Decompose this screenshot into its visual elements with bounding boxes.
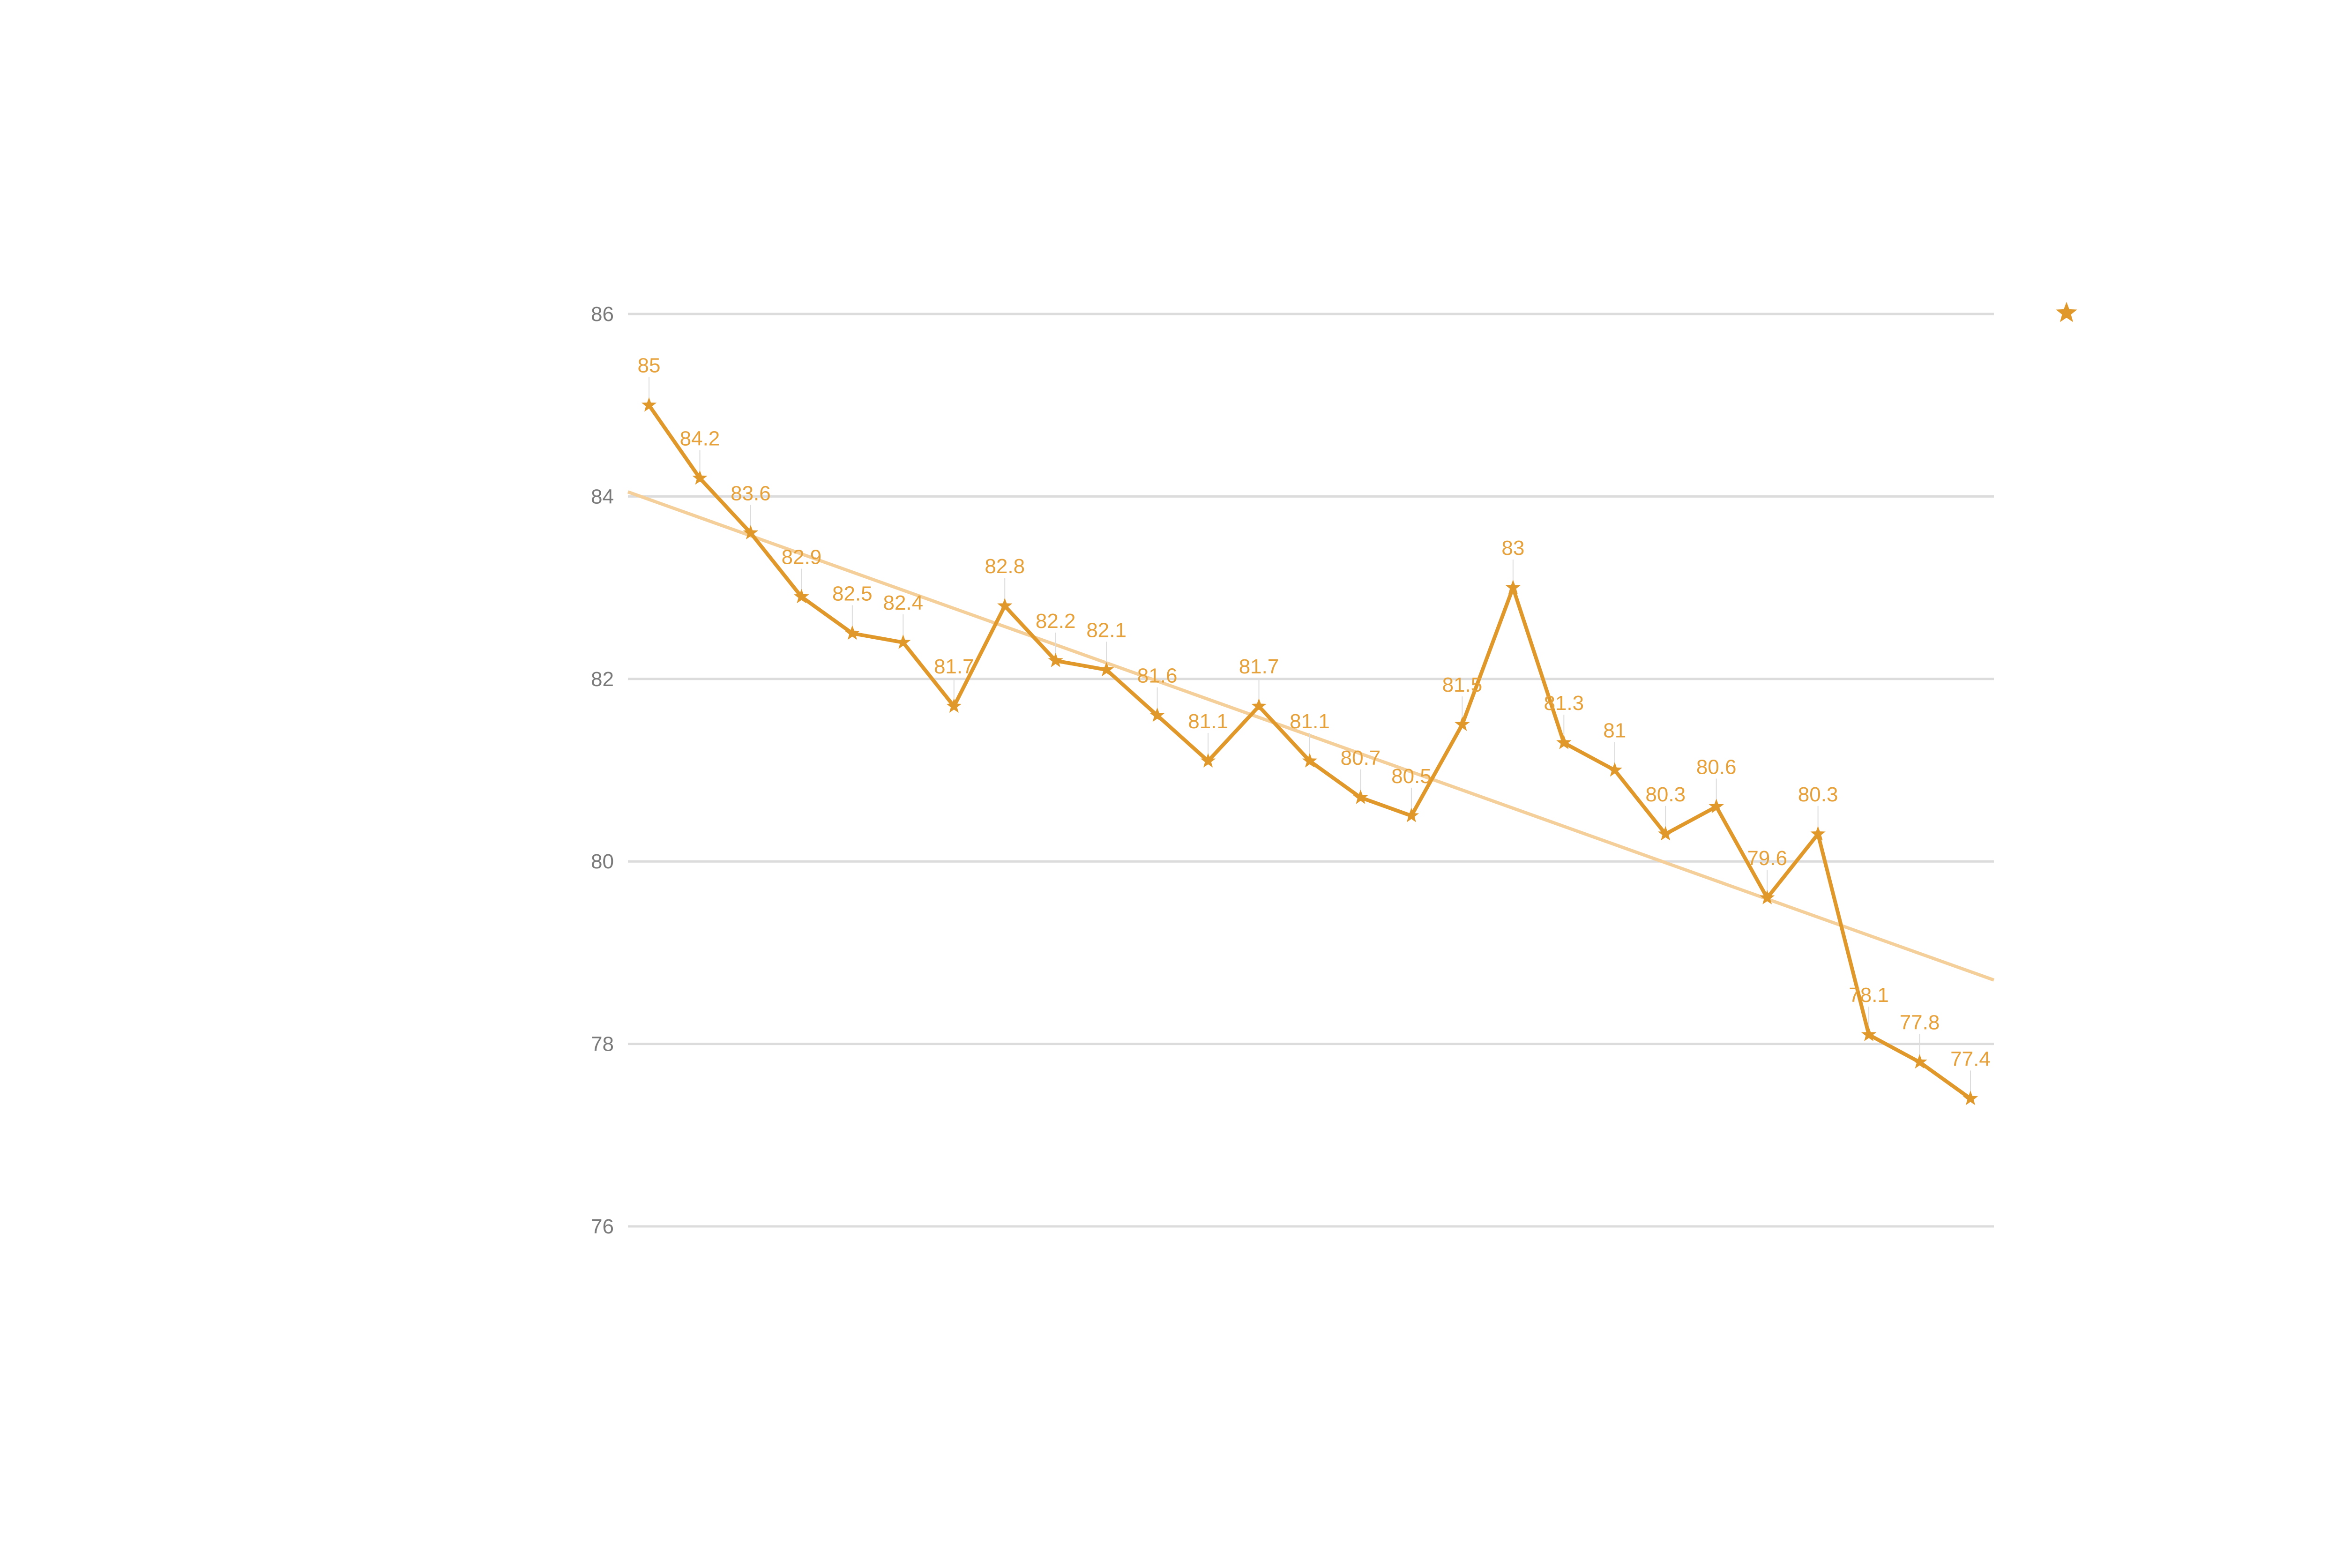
data-label: 81.7 <box>1239 655 1279 678</box>
data-point <box>1048 652 1063 667</box>
data-point <box>1607 762 1622 777</box>
data-point <box>1099 662 1114 677</box>
data-label: 80.3 <box>1798 783 1838 806</box>
data-point <box>641 397 657 412</box>
data-label: 81.1 <box>1290 710 1330 733</box>
trendline <box>627 490 1995 982</box>
data-point <box>1760 890 1775 904</box>
data-point <box>1353 789 1368 804</box>
data-point <box>844 625 860 640</box>
data-point <box>1658 826 1673 841</box>
data-point <box>1962 1090 1978 1105</box>
data-label: 77.8 <box>1900 1011 1940 1034</box>
data-point <box>1251 698 1267 713</box>
data-point <box>1302 753 1318 768</box>
data-label: 80.6 <box>1696 755 1737 778</box>
data-label: 81.6 <box>1137 665 1178 687</box>
y-tick-label: 76 <box>591 1215 614 1238</box>
data-label: 81.7 <box>934 655 974 678</box>
data-label: 83.6 <box>731 482 771 505</box>
label-leaders <box>649 377 1971 1093</box>
data-label: 82.5 <box>832 582 873 605</box>
data-point <box>692 470 708 485</box>
data-point <box>1810 826 1826 841</box>
data-label: 80.3 <box>1645 783 1686 806</box>
legend <box>2056 302 2077 322</box>
y-axis-ticks: 76 78 80 82 84 86 <box>591 303 614 1238</box>
data-label: 81 <box>1603 719 1626 742</box>
y-tick-label: 84 <box>591 485 614 508</box>
data-point <box>1912 1054 1927 1069</box>
y-tick-label: 82 <box>591 668 614 691</box>
data-point <box>794 589 809 604</box>
data-point <box>1556 735 1572 749</box>
data-point <box>1505 580 1521 594</box>
data-label: 80.7 <box>1341 747 1381 769</box>
y-tick-label: 86 <box>591 303 614 326</box>
data-label: 82.2 <box>1036 610 1076 633</box>
y-tick-label: 78 <box>591 1033 614 1056</box>
data-point <box>1455 717 1470 731</box>
data-point <box>1861 1027 1877 1041</box>
data-point <box>895 634 911 649</box>
data-label: 81.1 <box>1188 710 1228 733</box>
data-labels: 85 84.2 83.6 82.9 82.5 82.4 81.7 82.8 82.2 82.1 81… <box>638 354 1991 1071</box>
data-label: 83 <box>1501 537 1524 560</box>
marker-layer <box>641 397 1978 1105</box>
y-tick-label: 80 <box>591 850 614 873</box>
data-label: 80.5 <box>1391 765 1432 788</box>
data-label: 82.4 <box>883 591 923 614</box>
data-label: 82.1 <box>1086 619 1127 642</box>
data-label: 77.4 <box>1950 1047 1991 1070</box>
data-label: 81.5 <box>1442 673 1483 696</box>
data-label: 79.6 <box>1747 847 1787 870</box>
data-label: 82.9 <box>782 546 822 569</box>
data-point <box>1200 753 1216 768</box>
data-label: 85 <box>638 354 661 377</box>
data-label: 82.8 <box>985 555 1025 578</box>
data-label: 84.2 <box>680 427 720 450</box>
data-label: 78.1 <box>1849 984 1889 1007</box>
trendline-layer <box>627 490 1995 982</box>
data-point <box>1403 807 1419 822</box>
data-point <box>997 598 1013 612</box>
legend-star-icon <box>2056 302 2077 322</box>
data-point <box>1709 799 1724 814</box>
grid-layer <box>628 313 1994 1228</box>
data-point <box>1149 707 1165 722</box>
data-point <box>743 525 759 539</box>
data-label: 81.3 <box>1544 692 1584 715</box>
data-point <box>946 698 962 713</box>
